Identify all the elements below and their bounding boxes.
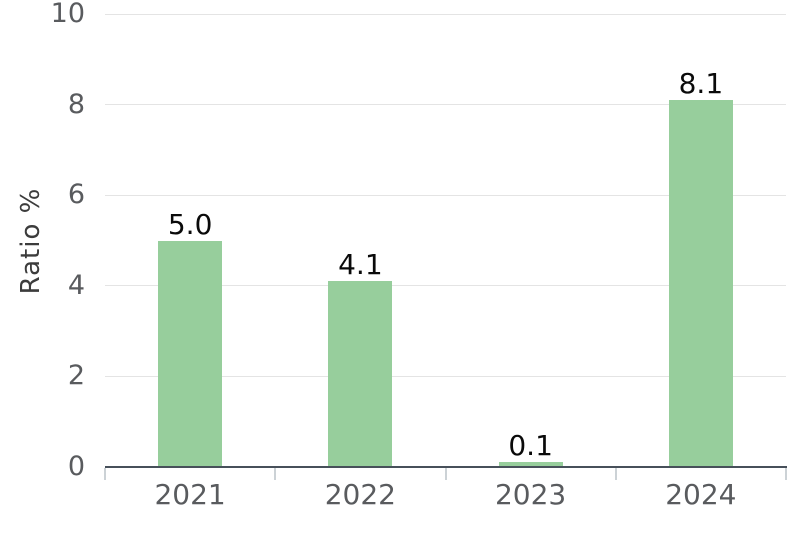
y-tick-label: 0 xyxy=(67,451,85,482)
x-axis-line xyxy=(105,466,787,468)
gridline xyxy=(105,13,786,15)
bar-2022 xyxy=(328,281,393,467)
gridline xyxy=(105,194,786,196)
gridline xyxy=(105,285,786,287)
x-axis-tick xyxy=(785,468,787,480)
bar-value-label: 8.1 xyxy=(678,67,724,101)
y-tick-label: 2 xyxy=(67,360,85,392)
x-tick-label: 2023 xyxy=(494,478,567,511)
bar-2021 xyxy=(158,240,223,467)
y-tick-label: 6 xyxy=(67,179,85,211)
x-tick-label: 2022 xyxy=(324,478,397,511)
bar-2024 xyxy=(668,100,733,467)
bar-value-label: 4.1 xyxy=(338,248,383,282)
y-tick-label: 10 xyxy=(50,0,85,29)
x-axis-tick xyxy=(444,468,447,480)
gridline xyxy=(105,375,786,377)
x-tick-label: 2021 xyxy=(154,478,226,511)
gridline xyxy=(105,104,786,106)
y-tick-label: 8 xyxy=(67,88,85,120)
bar-value-label: 5.0 xyxy=(167,207,213,241)
x-axis-tick xyxy=(104,468,106,480)
bar-2023 xyxy=(498,462,563,467)
x-tick-label: 2024 xyxy=(665,478,737,511)
x-axis-tick xyxy=(274,468,277,480)
y-tick-label: 4 xyxy=(67,269,85,301)
x-axis-tick xyxy=(614,468,617,480)
bar-value-label: 0.1 xyxy=(508,429,553,463)
